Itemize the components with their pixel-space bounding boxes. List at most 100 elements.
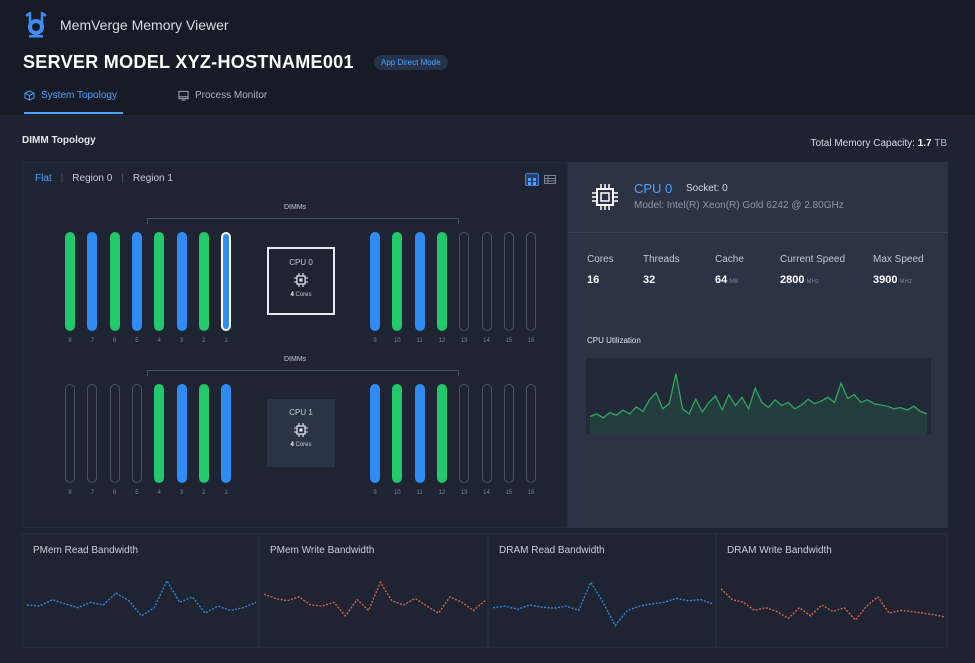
dimm-slot-5[interactable]: [131, 232, 142, 331]
divider: [568, 232, 948, 233]
grid-view-button[interactable]: [525, 173, 539, 186]
stat-cores: Cores 16: [587, 254, 614, 286]
cpu-utilization-sparkline: [589, 373, 928, 434]
dimm-slot-16[interactable]: [526, 232, 537, 331]
dimm-slot-number: 16: [527, 338, 535, 344]
dimm-slot-number: 14: [483, 338, 490, 344]
stat-label: Cache: [715, 254, 744, 265]
dimm-slot-number: 2: [202, 338, 206, 344]
total-memory-capacity: Total Memory Capacity: 1.7 TB: [810, 138, 947, 149]
dram-read-bandwidth-sparkline: [492, 580, 714, 627]
dimm-slot-10[interactable]: [392, 232, 403, 331]
cpu-box-1[interactable]: CPU 1 4 Cores: [267, 399, 335, 467]
dimm-slot-number: 8: [68, 338, 72, 344]
dimm-slot-7[interactable]: [87, 232, 98, 331]
tab-process-monitor-label: Process Monitor: [195, 90, 268, 101]
list-view-button[interactable]: [543, 173, 557, 186]
dram-read-bandwidth-title: DRAM Read Bandwidth: [499, 545, 605, 556]
dram-write-bandwidth-title: DRAM Write Bandwidth: [727, 545, 832, 556]
dimm-slot-1[interactable]: [221, 384, 232, 483]
dimm-slot-14[interactable]: [481, 384, 492, 483]
region-tab-flat[interactable]: Flat: [35, 173, 52, 184]
mode-badge[interactable]: App Direct Mode: [374, 55, 448, 70]
dimm-slot-2[interactable]: [198, 384, 209, 483]
dimm-slot-9[interactable]: [370, 232, 380, 331]
stat-threads: Threads 32: [643, 254, 680, 286]
dimm-slot-8[interactable]: [65, 384, 75, 483]
total-capacity-value: 1.7: [917, 138, 932, 149]
cpu-box-cores: 4 Cores: [290, 442, 312, 448]
bandwidth-line: [492, 580, 714, 627]
stat-label: Cores: [587, 254, 614, 265]
cpu-utilization-title: CPU Utilization: [587, 336, 641, 345]
dimm-slot-number: 11: [416, 338, 423, 344]
stat-value: 3900 MHz: [873, 274, 912, 286]
dimm-slot-number: 4: [157, 490, 161, 496]
cpu-socket: Socket: 0: [686, 183, 728, 194]
cpu-box-0[interactable]: CPU 0 4 Cores: [267, 247, 335, 315]
cpu-utilization-chart: [586, 358, 931, 434]
dimm-slot-number: 6: [112, 490, 117, 496]
dimm-slot-11[interactable]: [414, 232, 425, 331]
total-capacity-label: Total Memory Capacity:: [810, 138, 915, 149]
monitor-icon: [178, 90, 189, 101]
cpu-chip-icon: [294, 273, 308, 287]
region-tab-1[interactable]: Region 1: [132, 173, 173, 184]
socket-value: 0: [722, 183, 728, 194]
dimm-slot-3[interactable]: [176, 232, 187, 331]
dimm-slot-5[interactable]: [131, 384, 142, 483]
bandwidth-line: [26, 579, 257, 617]
cpu-box-cores: 4 Cores: [290, 292, 312, 298]
dimm-slot-number: 10: [393, 338, 401, 344]
cpu-name: CPU 0: [634, 181, 673, 196]
dimm-slot-number: 1: [224, 490, 228, 496]
grid-view-icon: [528, 178, 536, 185]
stat-value: 32: [643, 274, 656, 286]
dimm-slot-8[interactable]: [65, 232, 75, 331]
dimm-slot-4[interactable]: [154, 232, 165, 331]
pmem-read-bandwidth-title: PMem Read Bandwidth: [33, 545, 139, 556]
dimm-slot-12[interactable]: [436, 232, 447, 331]
dimm-slot-1[interactable]: [221, 232, 232, 331]
cpu-chip-icon: [592, 184, 618, 210]
dimm-slot-2[interactable]: [198, 232, 209, 331]
dimms-label: DIMMs: [284, 204, 307, 211]
dimm-slot-number: 7: [90, 338, 94, 344]
dimm-slot-number: 5: [135, 338, 139, 344]
dimm-slot-number: 9: [373, 338, 377, 344]
dimm-slot-number: 4: [157, 338, 161, 344]
dimm-slot-10[interactable]: [392, 384, 403, 483]
cpu-model: Model: Intel(R) Xeon(R) Gold 6242 @ 2.80…: [634, 200, 844, 211]
dimm-slot-6[interactable]: [109, 232, 120, 331]
tab-process-monitor[interactable]: Process Monitor: [178, 90, 267, 101]
total-capacity-unit: TB: [934, 138, 947, 149]
stat-current-speed: Current Speed 2800 MHz: [780, 254, 845, 286]
dimm-slot-14[interactable]: [481, 232, 492, 331]
dimm-topology-title: DIMM Topology: [22, 135, 96, 146]
region-tabs: Flat | Region 0 | Region 1: [35, 173, 173, 184]
dimm-slot-3[interactable]: [176, 384, 187, 483]
dimm-slot-4[interactable]: [154, 384, 165, 483]
stat-value: 16: [587, 274, 600, 286]
dimm-slot-15[interactable]: [503, 384, 514, 483]
dimm-slot-number: 14: [483, 490, 490, 496]
dimm-slot-number: 5: [135, 490, 139, 496]
dimm-slot-11[interactable]: [414, 384, 425, 483]
dimm-slot-16[interactable]: [526, 384, 537, 483]
dimm-slot-13[interactable]: [459, 384, 470, 483]
dimm-slot-13[interactable]: [459, 232, 470, 331]
stat-label: Threads: [643, 254, 680, 265]
dimm-slot-number: 11: [416, 490, 423, 496]
dimm-slot-number: 2: [202, 490, 206, 496]
pmem-write-bandwidth-panel: PMem Write Bandwidth: [259, 533, 488, 648]
dimm-slot-12[interactable]: [436, 384, 447, 483]
dimm-slot-15[interactable]: [503, 232, 514, 331]
dimm-slot-6[interactable]: [109, 384, 120, 483]
dimm-slot-9[interactable]: [370, 384, 380, 483]
region-tab-0[interactable]: Region 0: [72, 173, 113, 184]
stat-label: Current Speed: [780, 254, 846, 265]
dimm-slot-number: 12: [438, 490, 446, 496]
tab-system-topology[interactable]: System Topology: [24, 90, 123, 114]
stat-label: Max Speed: [873, 254, 924, 265]
dimm-slot-7[interactable]: [87, 384, 98, 483]
